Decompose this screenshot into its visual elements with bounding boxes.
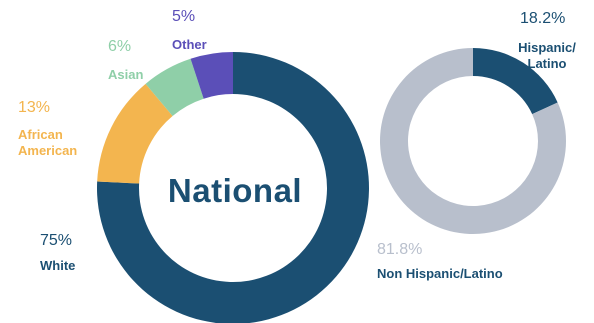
hispanic-category-label: Hispanic/ Latino: [518, 40, 576, 71]
other-category-label: Other: [172, 37, 207, 52]
asian-percent-label: 6%: [108, 38, 132, 55]
african-american-percent-label: 13%: [18, 99, 51, 116]
national-donut: [97, 52, 369, 323]
white-category-label: White: [40, 258, 76, 273]
hispanic-donut: [379, 48, 566, 234]
hispanic-percent-label: 18.2%: [520, 10, 566, 27]
non-hispanic-category-label: Non Hispanic/Latino: [377, 266, 503, 281]
hispanic-slice-hispanic-latino: [473, 48, 558, 115]
national-slice-african-american: [97, 83, 173, 184]
hispanic-slice-non-hispanic-latino: [379, 48, 566, 234]
national-slice-other: [190, 52, 233, 99]
national-slice-asian: [145, 58, 204, 116]
white-percent-label: 75%: [40, 232, 73, 249]
national-slice-white: [97, 52, 369, 323]
african-american-category-label: African American: [18, 127, 78, 158]
asian-category-label: Asian: [108, 67, 144, 82]
non-hispanic-percent-label: 81.8%: [377, 241, 423, 258]
national-title: National: [167, 172, 303, 209]
other-percent-label: 5%: [172, 8, 196, 25]
